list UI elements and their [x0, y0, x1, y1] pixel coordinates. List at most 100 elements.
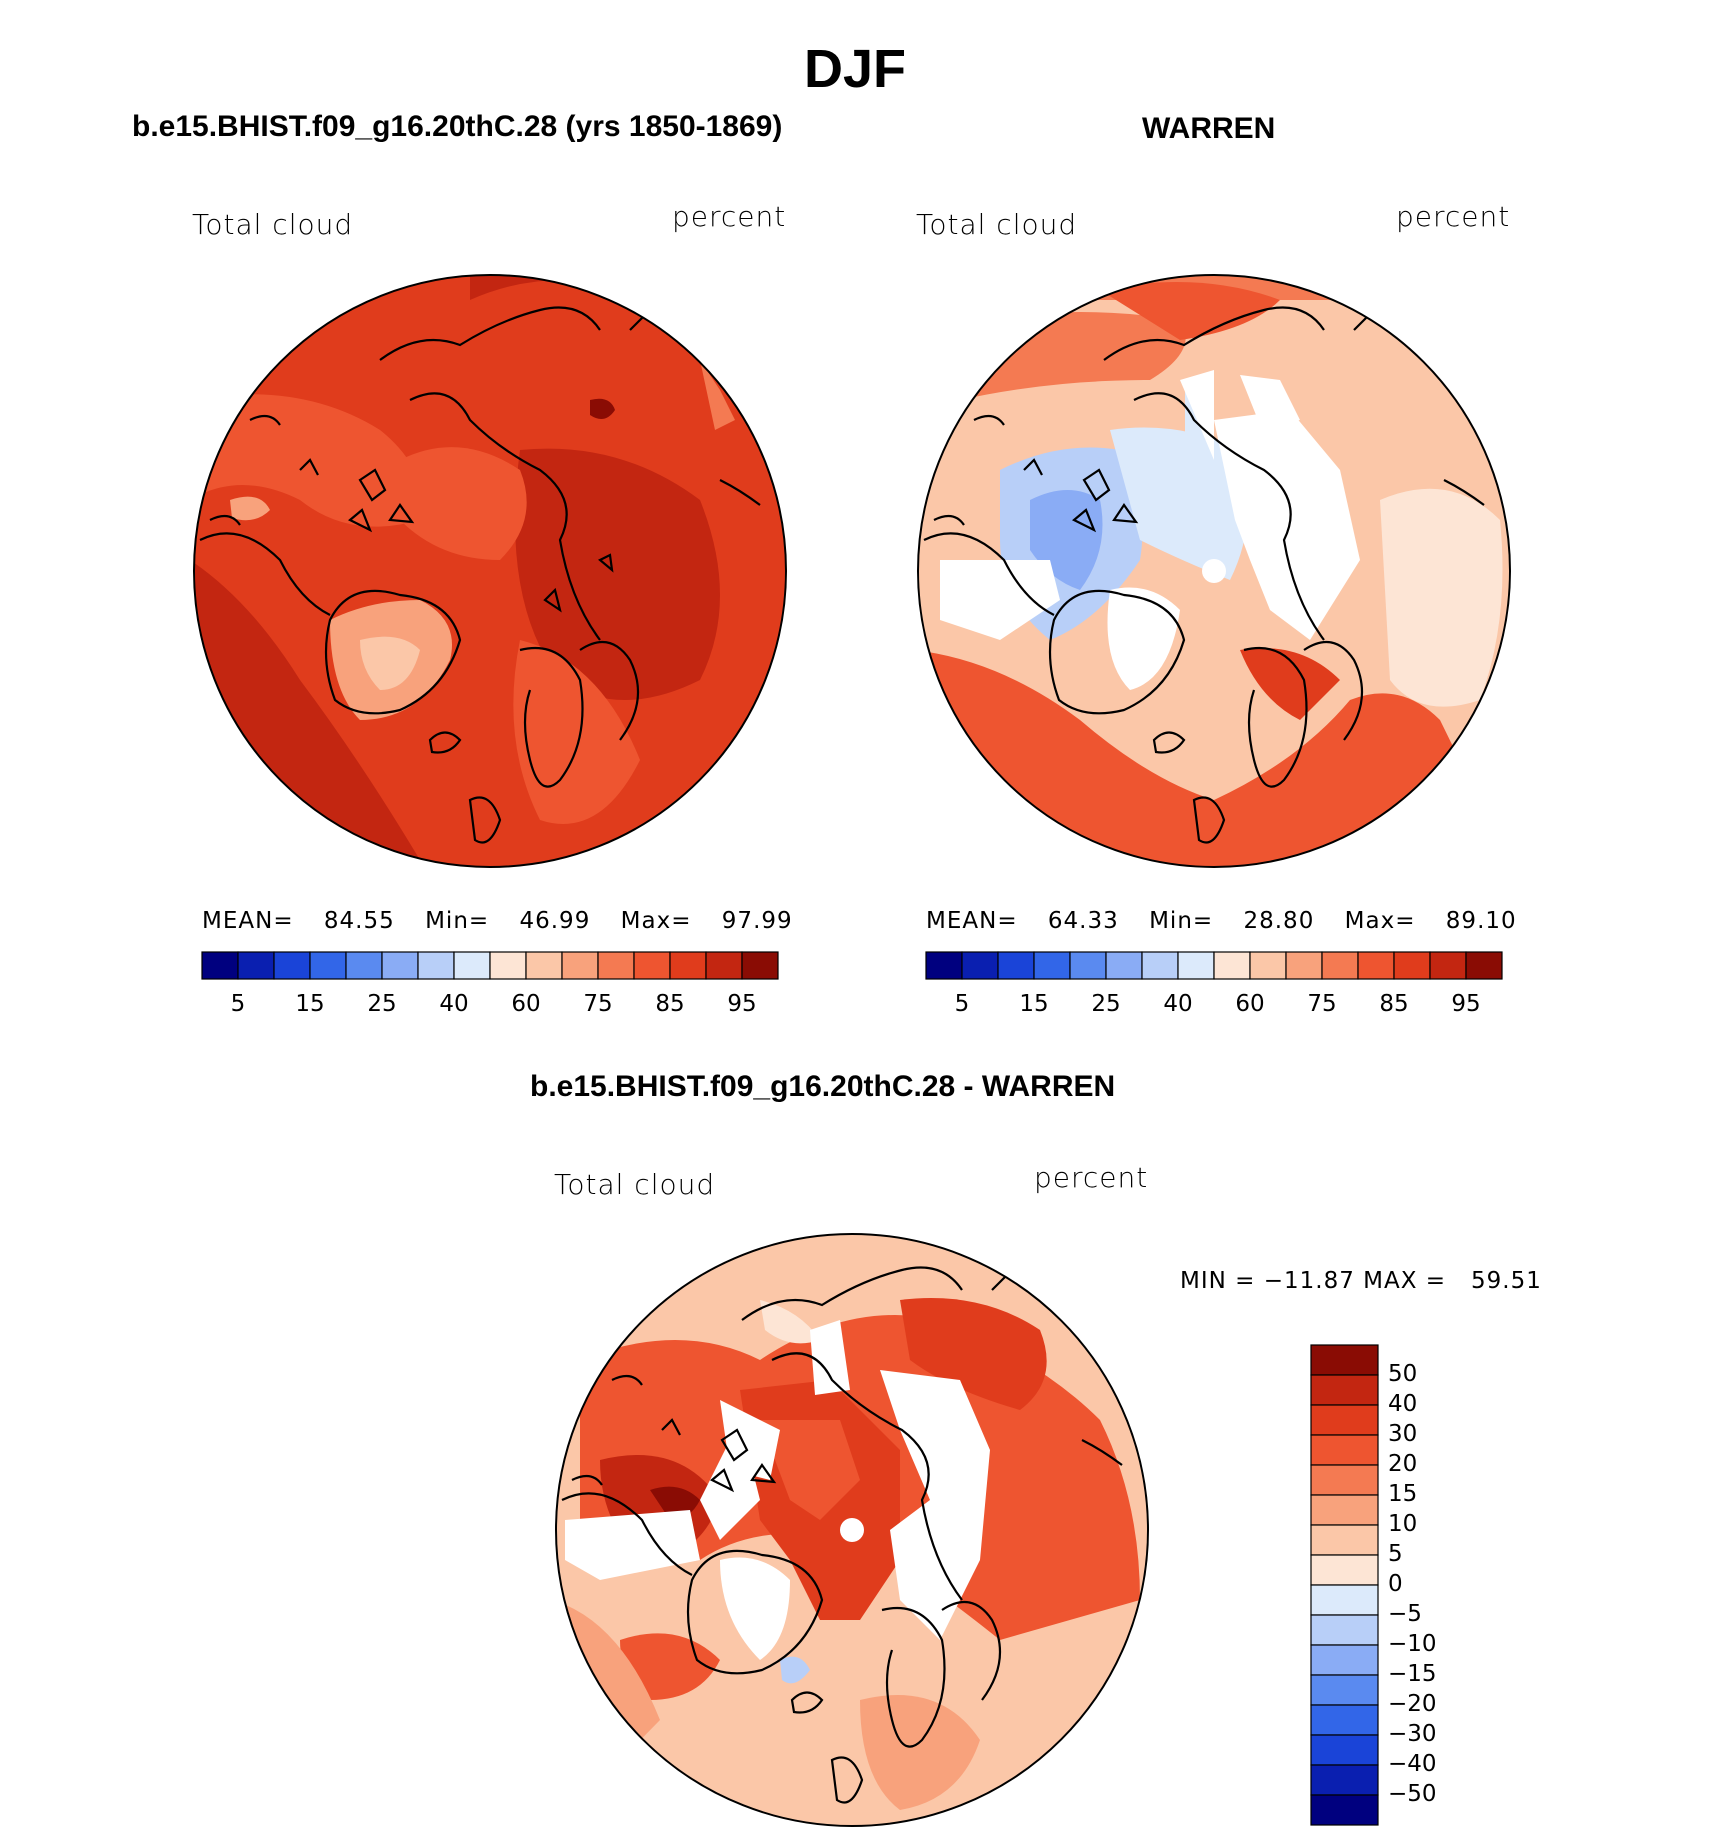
diff-colorbar-cell [1310, 1374, 1379, 1406]
diff-colorbar-cell [1310, 1794, 1379, 1826]
panel1-units-label: percent [672, 200, 787, 233]
panel2-max-value: 89.10 [1445, 908, 1517, 934]
panel1-colorbar-cell [417, 951, 455, 980]
diff-colorbar-tick: 0 [1388, 1571, 1403, 1597]
panel1-colorbar-cell [273, 951, 311, 980]
diff-colorbar-cell [1310, 1704, 1379, 1736]
panel1-colorbar-cell [705, 951, 743, 980]
diff-colorbar-cell [1310, 1494, 1379, 1526]
panel2-mean-label: MEAN= [926, 908, 1018, 934]
panel2-colorbar [925, 951, 1503, 980]
panel1-mean-value: 84.55 [323, 908, 395, 934]
diff-colorbar-tick: −30 [1388, 1721, 1437, 1747]
diff-colorbar-cell [1310, 1734, 1379, 1766]
panel1-mean-label: MEAN= [202, 908, 294, 934]
panel2-colorbar-cell [1105, 951, 1143, 980]
diff-units-label: percent [1034, 1161, 1149, 1194]
diff-colorbar-tick: −10 [1388, 1631, 1437, 1657]
panel1-colorbar-tick: 25 [367, 991, 397, 1017]
diff-colorbar-cell [1310, 1464, 1379, 1496]
panel2-colorbar-cell [1285, 951, 1323, 980]
panel2-colorbar-cell [997, 951, 1035, 980]
panel1-max-label: Max= [620, 908, 692, 934]
panel1-colorbar-cell [381, 951, 419, 980]
main-title: DJF [803, 39, 906, 99]
diff-colorbar-tick: −20 [1388, 1691, 1437, 1717]
panel2-mean-value: 64.33 [1047, 908, 1119, 934]
panel2-colorbar-tick: 15 [1019, 991, 1049, 1017]
panel2-colorbar-cell [1357, 951, 1395, 980]
panel2-colorbar-cell [1465, 951, 1503, 980]
panel1-colorbar [201, 951, 779, 980]
panel1-min-value: 46.99 [519, 908, 591, 934]
panel2-min-value: 28.80 [1243, 908, 1315, 934]
panel2-max-label: Max= [1344, 908, 1416, 934]
panel1-colorbar-cell [597, 951, 635, 980]
panel2-colorbar-tick: 60 [1235, 991, 1265, 1017]
panel2-colorbar-tick: 85 [1379, 991, 1409, 1017]
panel1-colorbar-cell [237, 951, 275, 980]
diff-colorbar-cell [1310, 1614, 1379, 1646]
panel1-colorbar-cell [741, 951, 779, 980]
panel1-colorbar-cell [525, 951, 563, 980]
panel1-max-value: 97.99 [721, 908, 793, 934]
panel2-colorbar-cell [1069, 951, 1107, 980]
diff-colorbar-tick: −5 [1388, 1601, 1422, 1627]
panel2-min-label: Min= [1149, 908, 1214, 934]
diff-colorbar-tick: −40 [1388, 1751, 1437, 1777]
panel1-colorbar-cell [669, 951, 707, 980]
panel2-colorbar-cell [1213, 951, 1251, 980]
panel2-title: WARREN [1142, 112, 1276, 145]
diff-title: b.e15.BHIST.f09_g16.20thC.28 - WARREN [530, 1070, 1116, 1103]
diff-colorbar-cell [1310, 1584, 1379, 1616]
diff-colorbar-cell [1310, 1524, 1379, 1556]
panel2-colorbar-cell [1033, 951, 1071, 980]
panel1-colorbar-cell [561, 951, 599, 980]
panel2-variable-label: Total cloud [916, 208, 1078, 241]
panel1-colorbar-cell [201, 951, 239, 980]
panel2-colorbar-cell [1429, 951, 1467, 980]
panel1-colorbar-tick: 75 [583, 991, 613, 1017]
diff-colorbar-tick: 20 [1388, 1451, 1418, 1477]
panel1-colorbar-tick: 5 [230, 991, 246, 1017]
diff-colorbar-tick: 10 [1388, 1511, 1418, 1537]
diff-colorbar [1310, 1344, 1379, 1826]
panel1-colorbar-cell [345, 951, 383, 980]
diff-minmax: MIN = −11.87 MAX = 59.51 [1180, 1268, 1542, 1294]
diff-colorbar-tick: 50 [1388, 1361, 1418, 1387]
panel2-colorbar-tick: 5 [954, 991, 970, 1017]
panel1-stats: MEAN= 84.55 Min= 46.99 Max= 97.99 [202, 908, 793, 934]
panel2-colorbar-tick: 75 [1307, 991, 1337, 1017]
panel2-colorbar-cell [1249, 951, 1287, 980]
panel2-colorbar-cell [925, 951, 963, 980]
panel1-title: b.e15.BHIST.f09_g16.20thC.28 (yrs 1850-1… [132, 110, 783, 143]
panel2-colorbar-tick: 25 [1091, 991, 1121, 1017]
diff-colorbar-tick: −50 [1388, 1781, 1437, 1807]
panel2-map [917, 274, 1511, 868]
diff-colorbar-cell [1310, 1644, 1379, 1676]
panel1-colorbar-tick: 85 [655, 991, 685, 1017]
panel1-colorbar-tick: 40 [439, 991, 469, 1017]
diff-colorbar-cell [1310, 1674, 1379, 1706]
panel1-map [193, 274, 787, 868]
panel2-colorbar-cell [1393, 951, 1431, 980]
panel1-colorbar-tick: 15 [295, 991, 325, 1017]
diff-colorbar-cell [1310, 1434, 1379, 1466]
diff-colorbar-cell [1310, 1404, 1379, 1436]
diff-colorbar-cell [1310, 1764, 1379, 1796]
diff-colorbar-tick: 40 [1388, 1391, 1418, 1417]
panel1-min-label: Min= [425, 908, 490, 934]
diff-colorbar-tick: 5 [1388, 1541, 1403, 1567]
panel2-colorbar-tick: 40 [1163, 991, 1193, 1017]
panel1-colorbar-cell [309, 951, 347, 980]
panel2-colorbar-cell [1321, 951, 1359, 980]
panel2-colorbar-cell [1177, 951, 1215, 980]
panel1-colorbar-tick: 60 [511, 991, 541, 1017]
panel2-stats: MEAN= 64.33 Min= 28.80 Max= 89.10 [926, 908, 1517, 934]
panel2-colorbar-cell [961, 951, 999, 980]
panel1-colorbar-tick: 95 [727, 991, 757, 1017]
diff-colorbar-cell [1310, 1554, 1379, 1586]
panel2-colorbar-tick: 95 [1451, 991, 1481, 1017]
diff-map [555, 1233, 1149, 1827]
panel1-variable-label: Total cloud [192, 208, 354, 241]
